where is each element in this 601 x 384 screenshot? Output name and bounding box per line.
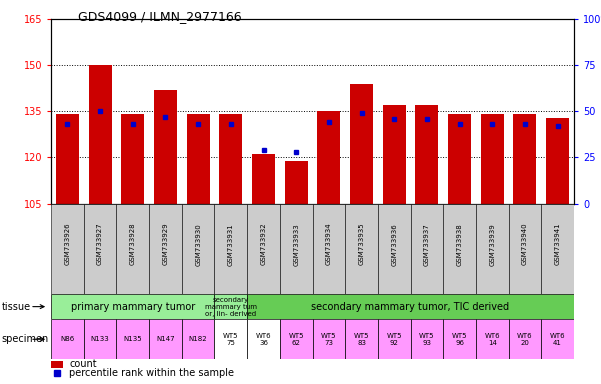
Text: GSM733936: GSM733936 <box>391 223 397 265</box>
Bar <box>215 319 247 359</box>
Text: GSM733940: GSM733940 <box>522 223 528 265</box>
Text: WT6
14: WT6 14 <box>484 333 500 346</box>
Text: GSM733931: GSM733931 <box>228 223 234 265</box>
Bar <box>317 111 340 204</box>
Text: GSM733926: GSM733926 <box>64 223 70 265</box>
Text: GSM733932: GSM733932 <box>260 223 266 265</box>
Text: N182: N182 <box>189 336 207 342</box>
Text: GSM733934: GSM733934 <box>326 223 332 265</box>
Text: N135: N135 <box>123 336 142 342</box>
Text: secondary mammary tumor, TIC derived: secondary mammary tumor, TIC derived <box>311 301 510 312</box>
Bar <box>378 204 410 294</box>
Text: GSM733929: GSM733929 <box>162 223 168 265</box>
Bar <box>84 319 117 359</box>
Text: specimen: specimen <box>2 334 49 344</box>
Text: WT6
41: WT6 41 <box>550 333 566 346</box>
Bar <box>542 319 574 359</box>
Bar <box>410 204 443 294</box>
Text: GSM733939: GSM733939 <box>489 223 495 265</box>
Bar <box>219 114 242 204</box>
Text: GSM733937: GSM733937 <box>424 223 430 265</box>
Bar <box>182 319 215 359</box>
Text: WT5
83: WT5 83 <box>354 333 369 346</box>
Text: N86: N86 <box>60 336 75 342</box>
Bar <box>415 105 438 204</box>
Bar <box>448 114 471 204</box>
Bar <box>546 118 569 204</box>
Text: WT5
73: WT5 73 <box>321 333 337 346</box>
Text: WT5
75: WT5 75 <box>223 333 239 346</box>
Bar <box>149 204 182 294</box>
Bar <box>117 319 149 359</box>
Bar <box>121 114 144 204</box>
Text: WT5
93: WT5 93 <box>419 333 435 346</box>
Bar <box>345 204 378 294</box>
Bar <box>410 319 443 359</box>
Bar <box>508 204 542 294</box>
Bar <box>187 114 210 204</box>
Text: WT5
96: WT5 96 <box>452 333 468 346</box>
Bar <box>51 204 84 294</box>
Bar <box>149 319 182 359</box>
Text: count: count <box>69 359 97 369</box>
Text: WT6
20: WT6 20 <box>517 333 532 346</box>
Bar <box>508 319 542 359</box>
Text: GSM733930: GSM733930 <box>195 223 201 265</box>
Bar <box>154 90 177 204</box>
Text: N147: N147 <box>156 336 175 342</box>
Bar <box>313 204 345 294</box>
Text: tissue: tissue <box>2 301 31 312</box>
Bar <box>443 204 476 294</box>
Bar <box>476 204 508 294</box>
Text: WT5
62: WT5 62 <box>288 333 304 346</box>
Bar <box>252 154 275 204</box>
Bar <box>51 361 63 368</box>
Bar <box>84 204 117 294</box>
Text: WT5
92: WT5 92 <box>386 333 402 346</box>
Text: primary mammary tumor: primary mammary tumor <box>71 301 195 312</box>
Text: GSM733933: GSM733933 <box>293 223 299 265</box>
Text: percentile rank within the sample: percentile rank within the sample <box>69 368 234 379</box>
Bar <box>182 204 215 294</box>
Bar <box>513 114 536 204</box>
Text: GSM733927: GSM733927 <box>97 223 103 265</box>
Bar <box>481 114 504 204</box>
Bar <box>285 161 308 204</box>
Text: GSM733941: GSM733941 <box>555 223 561 265</box>
Bar <box>443 319 476 359</box>
Bar <box>247 294 574 319</box>
Bar <box>215 204 247 294</box>
Bar <box>247 319 280 359</box>
Text: WT6
36: WT6 36 <box>255 333 271 346</box>
Bar <box>313 319 345 359</box>
Text: GSM733935: GSM733935 <box>359 223 365 265</box>
Bar <box>350 84 373 204</box>
Text: secondary
mammary tum
or, lin- derived: secondary mammary tum or, lin- derived <box>205 296 257 317</box>
Text: GSM733928: GSM733928 <box>130 223 136 265</box>
Bar <box>280 319 313 359</box>
Bar <box>247 204 280 294</box>
Bar <box>215 294 247 319</box>
Bar <box>345 319 378 359</box>
Bar <box>378 319 410 359</box>
Bar <box>51 319 84 359</box>
Bar <box>89 65 112 204</box>
Bar <box>51 294 215 319</box>
Text: GDS4099 / ILMN_2977166: GDS4099 / ILMN_2977166 <box>78 10 242 23</box>
Bar <box>280 204 313 294</box>
Bar <box>117 204 149 294</box>
Bar <box>56 114 79 204</box>
Text: GSM733938: GSM733938 <box>457 223 463 265</box>
Text: N133: N133 <box>91 336 109 342</box>
Bar <box>542 204 574 294</box>
Bar <box>476 319 508 359</box>
Bar <box>383 105 406 204</box>
